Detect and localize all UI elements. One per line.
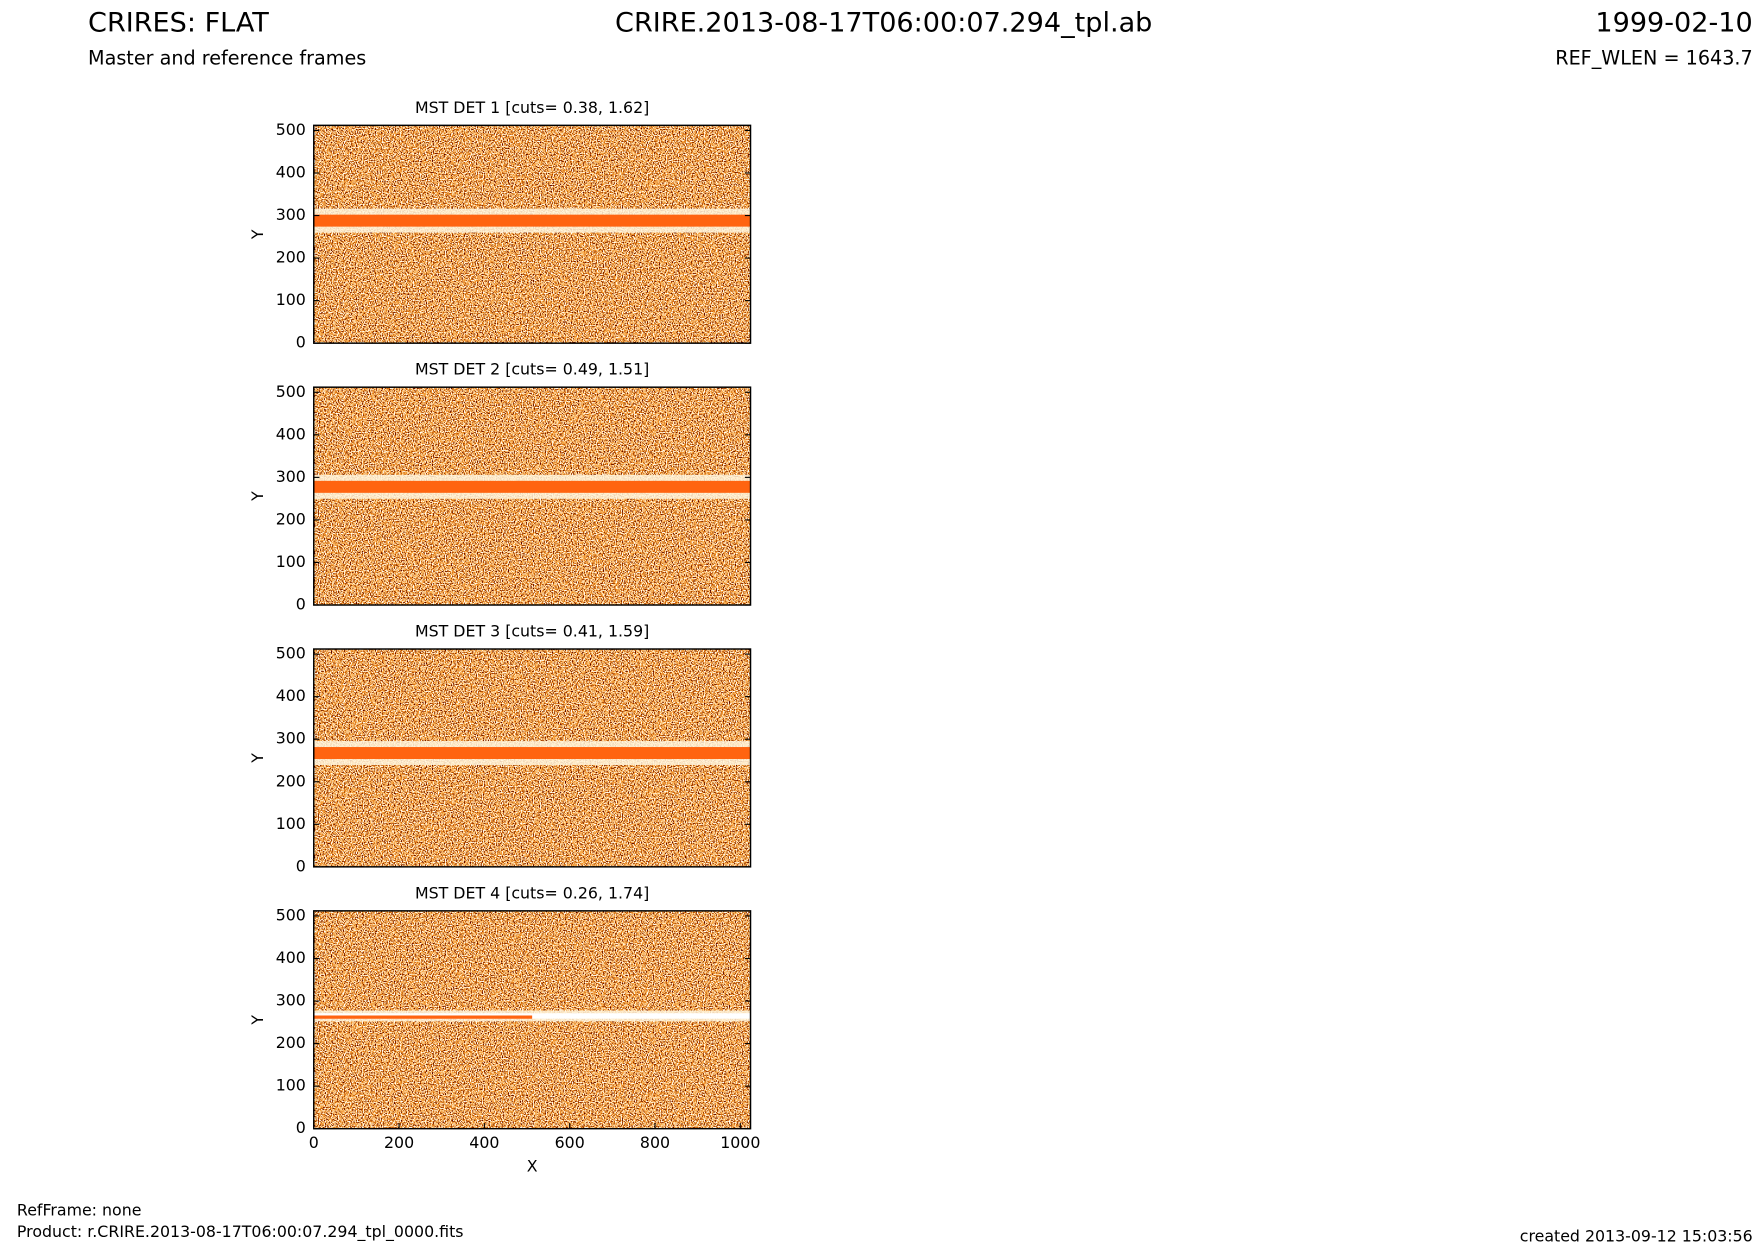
- footer-created: created 2013-09-12 15:03:56: [1520, 1227, 1753, 1245]
- y-tick-label: 500: [276, 644, 306, 663]
- y-axis-label: Y: [248, 491, 267, 502]
- y-tick-label: 100: [276, 1076, 306, 1095]
- y-tick-label: 100: [276, 552, 306, 571]
- footer-product: Product: r.CRIRE.2013-08-17T06:00:07.294…: [17, 1222, 464, 1242]
- panel-title: MST DET 3 [cuts= 0.41, 1.59]: [415, 622, 649, 641]
- header-subtitle: Master and reference frames: [88, 46, 366, 69]
- y-tick-label: 0: [296, 333, 306, 352]
- y-tick-label: 400: [276, 686, 306, 705]
- y-tick-label: 200: [276, 1033, 306, 1052]
- y-tick-label: 500: [276, 382, 306, 401]
- frame: [313, 910, 752, 1130]
- y-tick-label: 300: [276, 729, 306, 748]
- header-title: CRIRES: FLAT: [88, 7, 269, 38]
- y-tick-label: 200: [276, 771, 306, 790]
- stripe: [313, 214, 751, 227]
- panel-title: MST DET 4 [cuts= 0.26, 1.74]: [415, 883, 649, 902]
- y-tick-label: 400: [276, 162, 306, 181]
- y-tick-label: 200: [276, 509, 306, 528]
- y-tick-label: 500: [276, 905, 306, 924]
- y-tick-label: 400: [276, 948, 306, 967]
- y-axis-label: Y: [248, 1015, 267, 1026]
- frame: [313, 124, 752, 344]
- y-tick-label: 300: [276, 467, 306, 486]
- y-tick-label: 100: [276, 290, 306, 309]
- stripe: [313, 480, 751, 493]
- x-tick-label: 600: [555, 1133, 585, 1152]
- y-tick-label: 0: [296, 856, 306, 875]
- footer-ref-frame: RefFrame: none: [17, 1201, 142, 1220]
- y-axis-label: Y: [248, 229, 267, 240]
- header-file: CRIRE.2013-08-17T06:00:07.294_tpl.ab: [615, 7, 1152, 38]
- y-tick-label: 300: [276, 205, 306, 224]
- y-tick-label: 0: [296, 1118, 306, 1137]
- x-tick-label: 0: [309, 1133, 319, 1152]
- frame: [313, 648, 752, 868]
- y-tick-label: 500: [276, 120, 306, 139]
- panel-title: MST DET 2 [cuts= 0.49, 1.51]: [415, 360, 649, 379]
- x-tick-label: 400: [469, 1133, 499, 1152]
- image: [313, 125, 751, 344]
- y-axis-label: Y: [248, 753, 267, 764]
- y-tick-label: 0: [296, 595, 306, 614]
- y-tick-label: 400: [276, 424, 306, 443]
- header-ref-wlen: REF_WLEN = 1643.7: [1555, 46, 1752, 69]
- header-date: 1999-02-10: [1595, 7, 1752, 38]
- panel-title: MST DET 1 [cuts= 0.38, 1.62]: [415, 98, 649, 117]
- x-tick-label: 800: [640, 1133, 670, 1152]
- stripe: [313, 747, 751, 760]
- y-tick-label: 300: [276, 991, 306, 1010]
- y-tick-label: 200: [276, 248, 306, 267]
- x-tick-label: 200: [384, 1133, 414, 1152]
- y-tick-label: 100: [276, 814, 306, 833]
- frame: [313, 386, 752, 606]
- x-tick-label: 1000: [720, 1133, 760, 1152]
- x-axis-label: X: [527, 1157, 538, 1176]
- stripe: [313, 1015, 533, 1019]
